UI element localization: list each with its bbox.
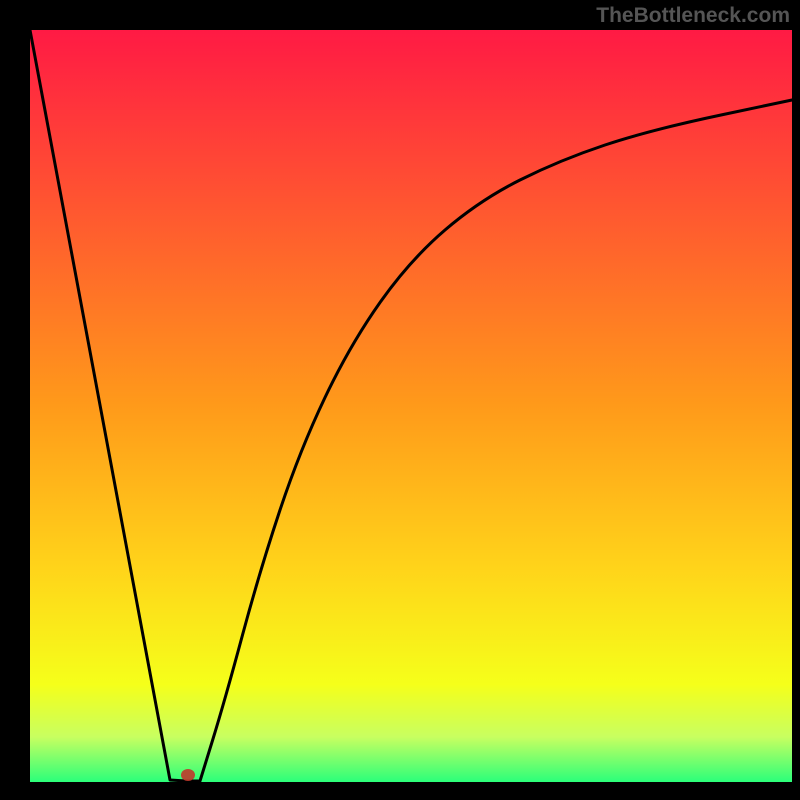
optimal-point-marker: [181, 769, 195, 781]
watermark-text: TheBottleneck.com: [596, 4, 790, 28]
bottleneck-curve: [0, 0, 800, 800]
